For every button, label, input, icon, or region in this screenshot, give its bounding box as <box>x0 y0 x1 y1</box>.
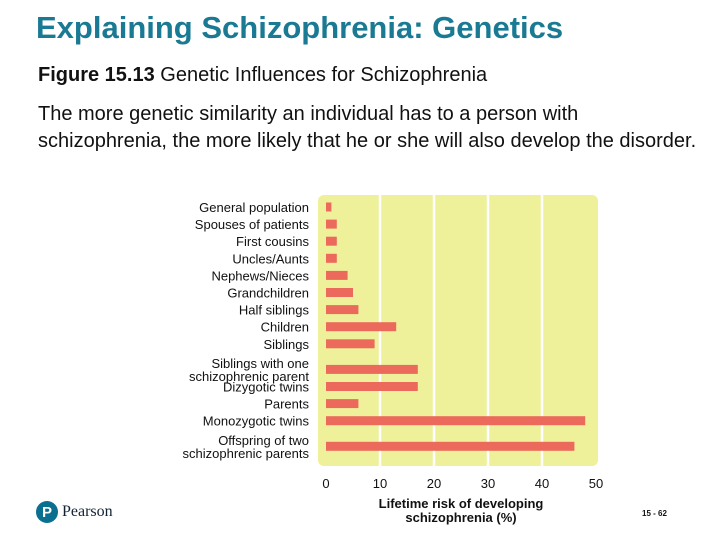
category-label: Nephews/Nieces <box>211 268 309 283</box>
category-label: Spouses of patients <box>195 217 310 232</box>
bar <box>326 270 348 280</box>
plot-area <box>318 195 598 466</box>
publisher-name: Pearson <box>62 503 113 520</box>
body-text: The more genetic similarity an individua… <box>38 103 697 152</box>
category-label: Offspring of two <box>218 433 309 448</box>
category-label: Half siblings <box>239 303 310 318</box>
x-tick-label: 0 <box>322 476 329 491</box>
bar <box>326 416 586 426</box>
x-tick-label: 30 <box>481 476 495 491</box>
category-label: Siblings <box>263 337 309 352</box>
bar <box>326 219 337 229</box>
category-label: Uncles/Aunts <box>232 251 309 266</box>
figure-caption: Figure 15.13 Genetic Influences for Schi… <box>38 64 487 87</box>
publisher-logo: P Pearson <box>36 501 113 523</box>
pearson-p-icon: P <box>36 501 58 523</box>
category-label: Monozygotic twins <box>203 414 310 429</box>
x-axis-label: schizophrenia (%) <box>405 510 516 525</box>
bar <box>326 288 353 297</box>
slide-title: Explaining Schizophrenia: Genetics <box>36 10 564 45</box>
category-label: First cousins <box>236 234 309 249</box>
category-label: General population <box>199 200 309 215</box>
bar <box>326 202 332 212</box>
figure-number: Figure 15.13 <box>38 64 155 86</box>
x-tick-label: 40 <box>535 476 549 491</box>
bar <box>326 322 397 332</box>
bar <box>326 382 418 391</box>
x-tick-label: 10 <box>373 476 387 491</box>
category-label: schizophrenic parent <box>189 369 309 384</box>
bar <box>326 399 359 409</box>
x-tick-label: 50 <box>589 476 603 491</box>
bar <box>326 364 418 374</box>
bar <box>326 339 375 349</box>
x-axis-label: Lifetime risk of developing <box>379 496 544 511</box>
figure-title: Genetic Influences for Schizophrenia <box>160 64 488 86</box>
bar <box>326 253 337 263</box>
x-tick-label: 20 <box>427 476 441 491</box>
bar <box>326 236 337 246</box>
bar <box>326 441 575 451</box>
bar <box>326 305 359 315</box>
category-label: Siblings with one <box>211 356 309 371</box>
category-label: Children <box>261 320 309 335</box>
category-label: Dizygotic twins <box>223 380 309 395</box>
category-label: schizophrenic parents <box>183 446 310 461</box>
category-label: Parents <box>264 397 309 412</box>
slide-number: 15 - 62 <box>642 509 667 518</box>
category-label: Grandchildren <box>227 286 309 301</box>
